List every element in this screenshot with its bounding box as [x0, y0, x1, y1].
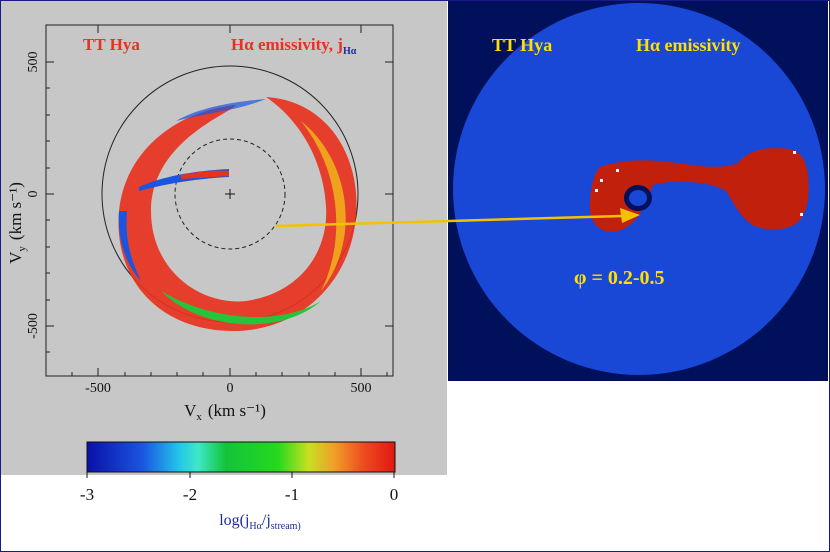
emission-ring-top-edge — [176, 99, 266, 121]
colorbar-label: log(jHα/jstream) — [219, 512, 301, 533]
right-emissivity-title: Hα emissivity — [636, 35, 741, 55]
y-axis-title: Vy(km s⁻¹) — [6, 182, 28, 264]
phase-label: φ = 0.2-0.5 — [574, 267, 665, 289]
speckles — [595, 151, 803, 216]
emission-ring-outer-band — [301, 121, 346, 291]
stream-trace-red — [181, 170, 229, 179]
x-axis-ticks — [71, 25, 388, 376]
y-tick-label: 0 — [26, 191, 41, 198]
doppler-map-panel: -500 0 500 500 0 -500 Vy(km s⁻¹) Vx (km s… — [1, 1, 447, 475]
accretion-stream — [589, 148, 809, 232]
x-axis-title: Vx (km s⁻¹) — [184, 401, 266, 423]
y-tick-label: 500 — [26, 52, 41, 73]
emission-ring-green-band — [161, 291, 321, 325]
y-tick-label: -500 — [26, 313, 41, 339]
colorbar — [86, 441, 396, 473]
x-tick-label: 500 — [351, 381, 372, 396]
emission-ring — [118, 97, 357, 331]
left-emissivity-title: Hα emissivity, jHα — [231, 35, 357, 57]
emissivity-map-panel: TT Hya Hα emissivity φ = 0.2-0.5 — [448, 1, 828, 381]
emission-ring-blue-edge — [118, 211, 141, 281]
plot-frame — [45, 24, 394, 377]
doppler-map-svg: -500 0 500 500 0 -500 Vy(km s⁻¹) Vx (km s… — [6, 24, 396, 473]
emissivity-map-svg: TT Hya Hα emissivity φ = 0.2-0.5 — [453, 3, 825, 375]
inner-velocity-circle — [174, 138, 286, 250]
primary-core — [629, 190, 647, 206]
x-tick-label: 0 — [227, 381, 234, 396]
left-star-name: TT Hya — [83, 35, 140, 54]
y-axis-ticks — [46, 61, 393, 353]
right-star-name: TT Hya — [492, 35, 552, 55]
x-tick-label: -500 — [85, 381, 111, 396]
